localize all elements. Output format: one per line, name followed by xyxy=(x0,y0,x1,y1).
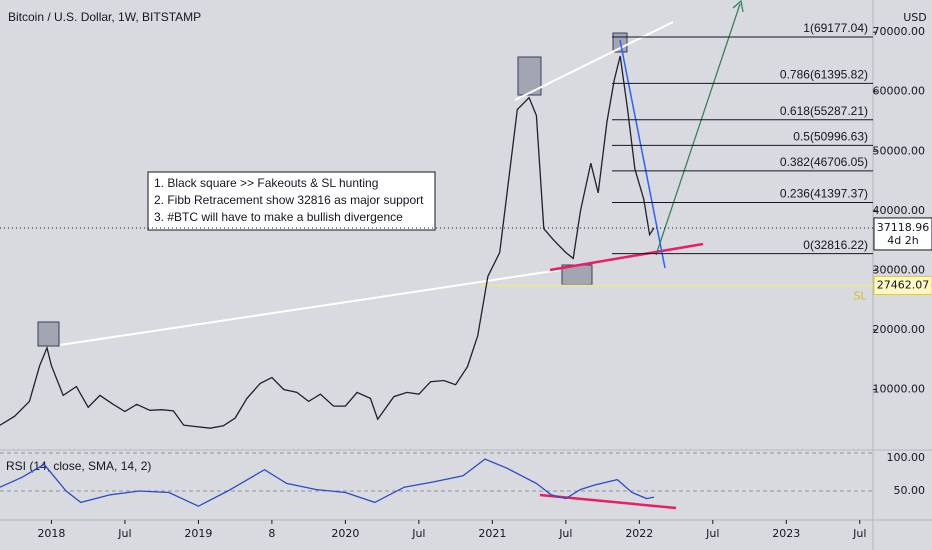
note-line: 1. Black square >> Fakeouts & SL hunting xyxy=(154,176,378,190)
y-tick-label: 50000.00 xyxy=(873,144,926,157)
chart-title: Bitcoin / U.S. Dollar, 1W, BITSTAMP xyxy=(8,10,201,24)
trendline xyxy=(59,269,561,346)
y-tick-label: 30000.00 xyxy=(873,263,926,276)
rsi-tick-label: 100.00 xyxy=(887,451,926,464)
support-line xyxy=(549,242,704,272)
y-tick-label: 20000.00 xyxy=(873,323,926,336)
price-pane xyxy=(0,0,873,450)
stop-loss-label: SL xyxy=(853,289,867,302)
x-tick-label: 2021 xyxy=(478,527,506,540)
projection-arrow xyxy=(655,3,741,256)
y-tick-label: 40000.00 xyxy=(873,204,926,217)
price-line xyxy=(0,458,655,507)
countdown: 4d 2h xyxy=(887,234,918,247)
x-tick-label: Jul xyxy=(558,527,572,540)
last-price-value: 37118.96 xyxy=(877,221,930,234)
last-price-tag xyxy=(873,217,932,251)
x-tick-label: 2020 xyxy=(331,527,359,540)
rsi-title: RSI (14, close, SMA, 14, 2) xyxy=(6,459,151,473)
note-line: 3. #BTC will have to make a bullish dive… xyxy=(154,210,403,224)
fib-label: 1(69177.04) xyxy=(803,21,868,35)
fib-label: 0.618(55287.21) xyxy=(780,104,868,118)
x-tick-label: 2022 xyxy=(625,527,653,540)
rsi-tick-label: 50.00 xyxy=(894,484,926,497)
fib-label: 0.5(50996.63) xyxy=(793,129,868,143)
fib-label: 0(32816.22) xyxy=(803,238,868,252)
fakeout-boxes xyxy=(37,32,628,347)
stop-loss-tag xyxy=(873,275,932,295)
y-tick-label: 60000.00 xyxy=(873,85,926,98)
x-tick-label: 2019 xyxy=(184,527,212,540)
box xyxy=(37,321,60,347)
x-tick-label: Jul xyxy=(117,527,131,540)
axis-unit: USD xyxy=(903,11,927,24)
price-line xyxy=(0,55,655,429)
arrow-head xyxy=(732,0,744,13)
fib-label: 0.786(61395.82) xyxy=(780,68,868,82)
x-tick-label: 8 xyxy=(268,527,275,540)
x-tick-label: 2018 xyxy=(37,527,65,540)
y-tick-label: 10000.00 xyxy=(873,382,926,395)
box xyxy=(517,56,542,96)
note-box xyxy=(147,171,436,231)
note-line: 2. Fibb Retracement show 32816 as major … xyxy=(154,193,424,207)
x-tick-label: Jul xyxy=(411,527,425,540)
fib-label: 0.382(46706.05) xyxy=(780,155,868,169)
x-tick-label: 2023 xyxy=(772,527,800,540)
drop-line xyxy=(619,39,666,269)
x-tick-label: Jul xyxy=(705,527,719,540)
y-tick-label: 70000.00 xyxy=(873,25,926,38)
trendline xyxy=(514,21,674,101)
stop-loss-value: 27462.07 xyxy=(877,278,930,291)
x-tick-label: Jul xyxy=(852,527,866,540)
fib-label: 0.236(41397.37) xyxy=(780,187,868,201)
